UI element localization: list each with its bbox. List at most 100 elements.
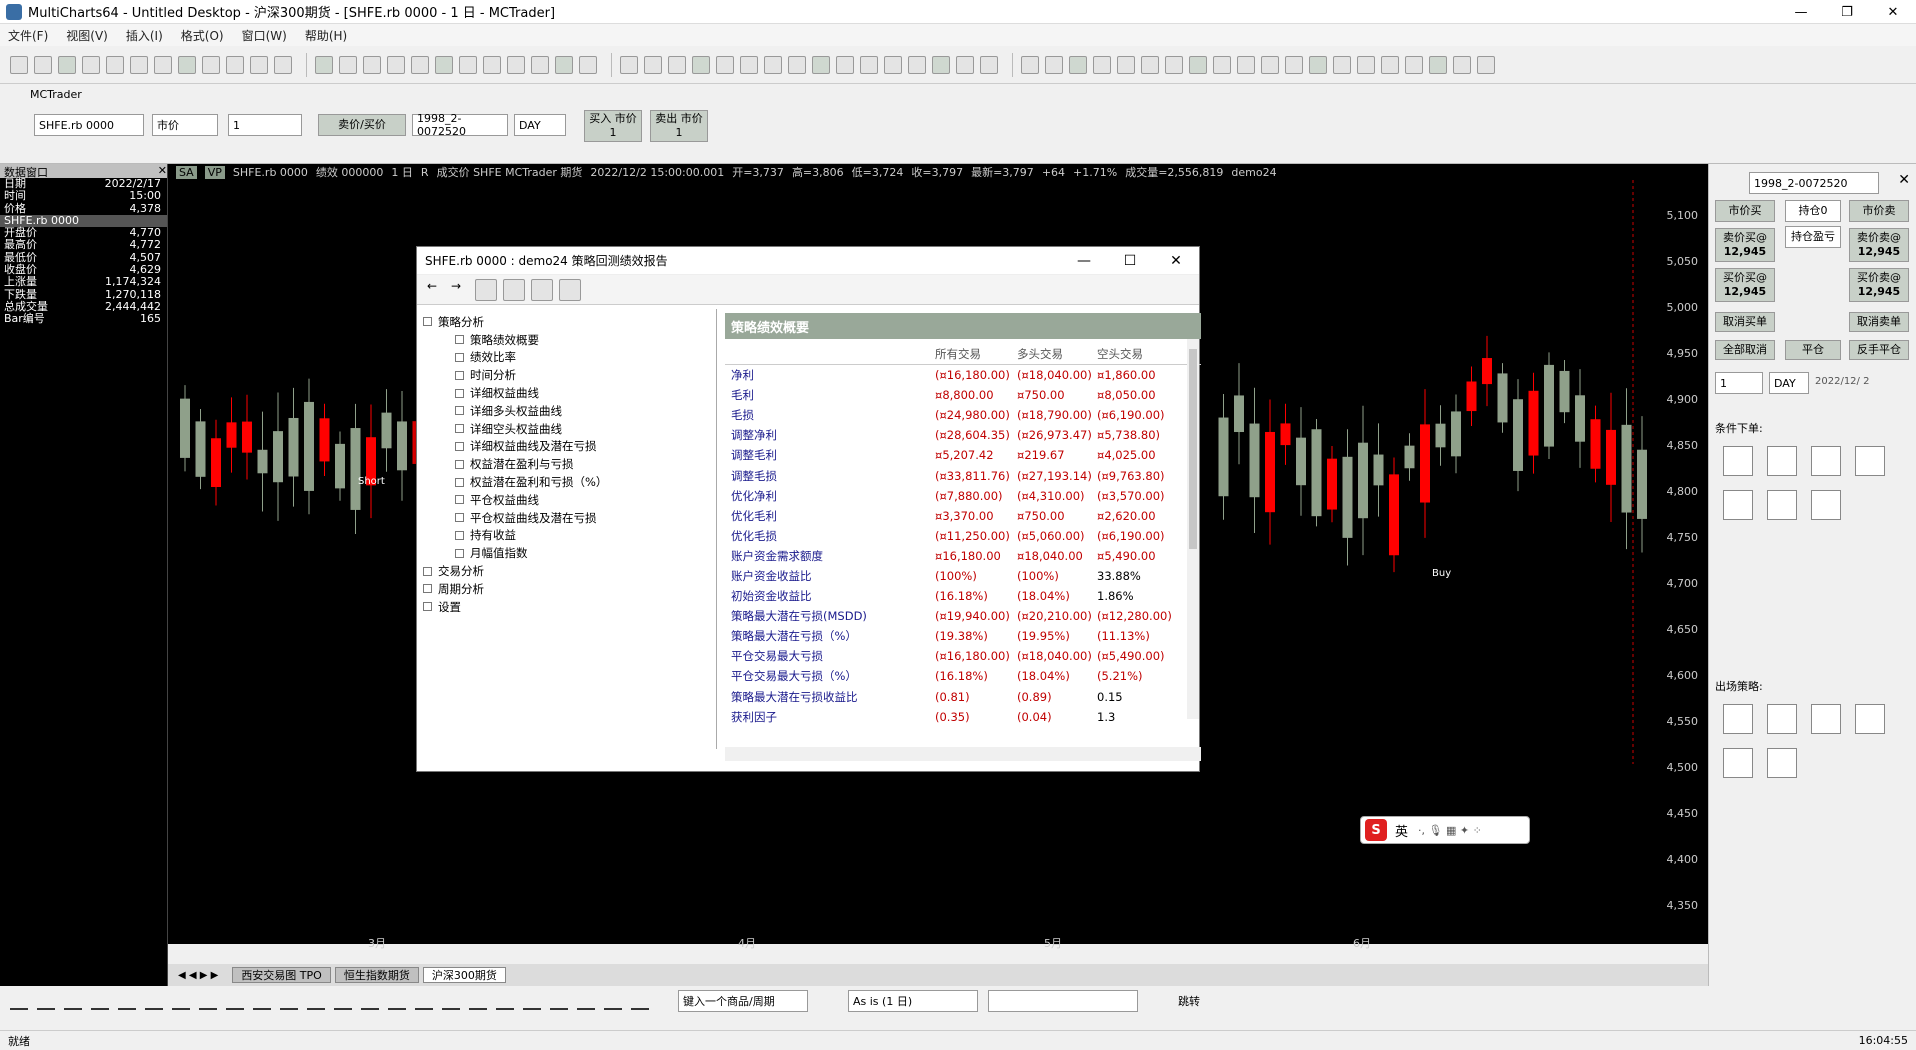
drawing-tool-icon[interactable] — [361, 992, 379, 1010]
dialog-maximize-button[interactable]: ☐ — [1123, 253, 1137, 269]
drawing-tool-icon[interactable] — [550, 992, 568, 1010]
toolbar-tool-icon[interactable] — [178, 55, 196, 74]
tree-checkbox-icon[interactable] — [423, 584, 432, 594]
rp-ask-sell-button[interactable]: 卖价卖@ 12,945 — [1849, 228, 1909, 262]
vscroll-thumb[interactable] — [1189, 349, 1197, 549]
rp-market-sell-button[interactable]: 市价卖 — [1849, 200, 1909, 222]
tab-nav-icon[interactable]: ◀ ◀ ▶ ▶ — [178, 969, 219, 981]
settings-icon[interactable] — [559, 278, 581, 301]
toolbar-tool-icon[interactable] — [202, 55, 220, 74]
toolbar-tool-icon[interactable] — [1405, 55, 1423, 74]
drawing-tool-icon[interactable] — [307, 992, 325, 1010]
toolbar-tool-icon[interactable] — [1285, 55, 1303, 74]
rp-reverse-button[interactable]: 反手平仓 — [1849, 340, 1909, 360]
drawing-tool-icon[interactable] — [415, 992, 433, 1010]
tree-checkbox-icon[interactable] — [455, 335, 464, 345]
drawing-tool-icon[interactable] — [253, 992, 271, 1010]
toolbar-tool-icon[interactable] — [274, 55, 292, 74]
tab-hsi[interactable]: 恒生指数期货 — [334, 967, 419, 983]
drawing-tool-icon[interactable] — [523, 992, 541, 1010]
tree-checkbox-icon[interactable] — [455, 495, 464, 505]
minimize-button[interactable]: — — [1794, 4, 1808, 20]
toolbar-tool-icon[interactable] — [692, 55, 710, 74]
symbol-input-bottom[interactable]: 键入一个商品/周期 — [678, 990, 808, 1012]
drawing-tool-icon[interactable] — [577, 992, 595, 1010]
toolbar-tool-icon[interactable] — [459, 55, 477, 74]
toolbar-tool-icon[interactable] — [435, 55, 453, 74]
tree-checkbox-icon[interactable] — [455, 530, 464, 540]
conditional-order-icon[interactable] — [1767, 490, 1797, 520]
conditional-order-icon[interactable] — [1855, 446, 1885, 476]
drawing-tool-icon[interactable] — [37, 992, 55, 1010]
toolbar-tool-icon[interactable] — [788, 55, 806, 74]
toolbar-tool-icon[interactable] — [1093, 55, 1111, 74]
rp-res-select[interactable]: DAY — [1769, 372, 1809, 394]
copy-icon[interactable] — [503, 278, 525, 301]
symbol-input[interactable]: SHFE.rb 0000 — [34, 114, 144, 136]
rp-cancel-sell-button[interactable]: 取消卖单 — [1849, 312, 1909, 332]
tree-item[interactable]: 详细权益曲线 — [423, 384, 710, 402]
menu-insert[interactable]: 插入(I) — [125, 28, 163, 43]
toolbar-tool-icon[interactable] — [1381, 55, 1399, 74]
as-is-select[interactable]: As is (1 日) — [848, 990, 978, 1012]
tab-tpo[interactable]: 西安交易图 TPO — [232, 967, 331, 983]
tree-item[interactable]: 详细权益曲线及潜在亏损 — [423, 438, 710, 456]
conditional-order-icon[interactable] — [1811, 490, 1841, 520]
quantity-stepper[interactable]: 1 — [228, 114, 302, 136]
tree-node[interactable]: 交易分析 — [423, 562, 710, 580]
rp-cancel-buy-button[interactable]: 取消买单 — [1715, 312, 1775, 332]
tree-node[interactable]: 设置 — [423, 598, 710, 616]
drawing-tool-icon[interactable] — [172, 992, 190, 1010]
sell-buy-button[interactable]: 卖价/买价 — [318, 114, 406, 136]
toolbar-tool-icon[interactable] — [740, 55, 758, 74]
exit-strategy-icon[interactable] — [1855, 704, 1885, 734]
toolbar-tool-icon[interactable] — [1141, 55, 1159, 74]
rp-cancel-all-button[interactable]: 全部取消 — [1715, 340, 1775, 360]
tree-checkbox-icon[interactable] — [423, 317, 432, 327]
report-vscroll[interactable] — [1187, 339, 1199, 719]
toolbar-tool-icon[interactable] — [507, 55, 525, 74]
toolbar-tool-icon[interactable] — [34, 55, 52, 74]
tree-checkbox-icon[interactable] — [455, 406, 464, 416]
tree-item[interactable]: 平仓权益曲线 — [423, 491, 710, 509]
rp-bid-buy-button[interactable]: 卖价买@ 12,945 — [1715, 228, 1775, 262]
toolbar-tool-icon[interactable] — [860, 55, 878, 74]
toolbar-tool-icon[interactable] — [716, 55, 734, 74]
toolbar-tool-icon[interactable] — [250, 55, 268, 74]
tree-checkbox-icon[interactable] — [455, 424, 464, 434]
drawing-tool-icon[interactable] — [388, 992, 406, 1010]
toolbar-tool-icon[interactable] — [956, 55, 974, 74]
toolbar-tool-icon[interactable] — [363, 55, 381, 74]
toolbar-tool-icon[interactable] — [1189, 55, 1207, 74]
resolution-select[interactable]: DAY — [514, 114, 566, 136]
tree-item[interactable]: 持有收益 — [423, 527, 710, 545]
tree-item[interactable]: 权益潜在盈利和亏损（%） — [423, 473, 710, 491]
drawing-tool-icon[interactable] — [199, 992, 217, 1010]
tree-node[interactable]: 周期分析 — [423, 580, 710, 598]
tree-item[interactable]: 策略绩效概要 — [423, 331, 710, 349]
toolbar-tool-icon[interactable] — [555, 55, 573, 74]
toolbar-tool-icon[interactable] — [82, 55, 100, 74]
exit-strategy-icon[interactable] — [1767, 704, 1797, 734]
dialog-close-button[interactable]: ✕ — [1170, 253, 1182, 269]
toolbar-tool-icon[interactable] — [315, 55, 333, 74]
toolbar-tool-icon[interactable] — [932, 55, 950, 74]
tree-checkbox-icon[interactable] — [455, 370, 464, 380]
back-icon[interactable]: ← — [427, 278, 438, 293]
toolbar-tool-icon[interactable] — [130, 55, 148, 74]
order-type-select[interactable]: 市价 — [152, 114, 218, 136]
vp-badge[interactable]: VP — [204, 165, 225, 179]
rp-bid-sell-button[interactable]: 买价卖@ 12,945 — [1849, 268, 1909, 302]
tree-checkbox-icon[interactable] — [455, 513, 464, 523]
tree-item[interactable]: 权益潜在盈利与亏损 — [423, 455, 710, 473]
toolbar-tool-icon[interactable] — [1429, 55, 1447, 74]
exit-strategy-icon[interactable] — [1723, 704, 1753, 734]
toolbar-tool-icon[interactable] — [812, 55, 830, 74]
drawing-tool-icon[interactable] — [469, 992, 487, 1010]
jump-button[interactable]: 跳转 — [1178, 995, 1200, 1008]
toolbar-tool-icon[interactable] — [620, 55, 638, 74]
toolbar-tool-icon[interactable] — [836, 55, 854, 74]
toolbar-tool-icon[interactable] — [1237, 55, 1255, 74]
drawing-tool-icon[interactable] — [631, 992, 649, 1010]
tree-checkbox-icon[interactable] — [455, 388, 464, 398]
